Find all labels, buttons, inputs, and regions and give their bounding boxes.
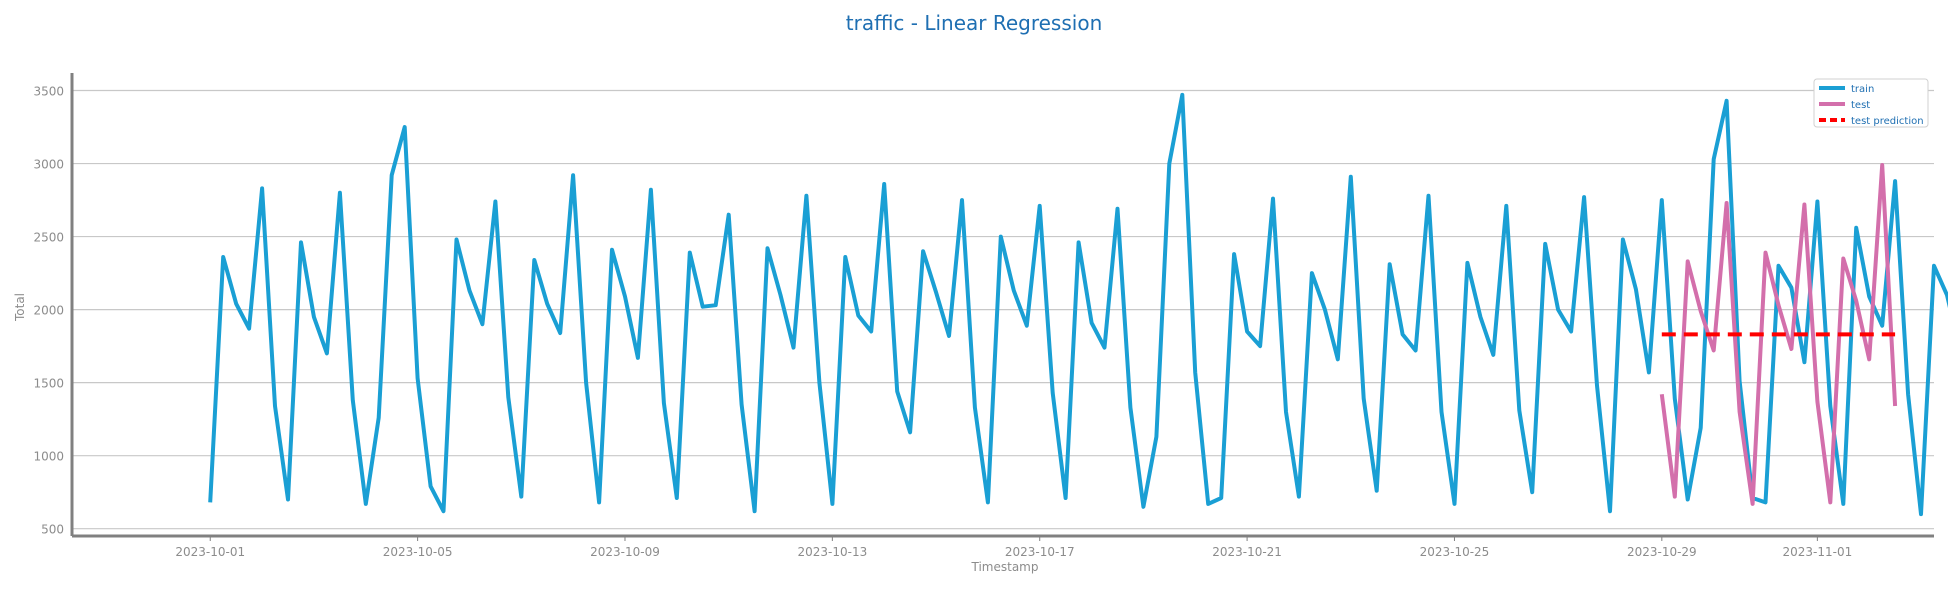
x-tick-label: 2023-10-05	[383, 545, 453, 559]
series-lines	[208, 92, 1948, 517]
y-tick-label: 500	[41, 523, 64, 537]
legend-box	[1813, 78, 1929, 128]
x-tick-label: 2023-10-09	[590, 545, 660, 559]
series-line-test	[1659, 163, 1898, 506]
x-axis-label: Timestamp	[971, 560, 1039, 574]
legend: train test test prediction	[1813, 78, 1929, 128]
x-tick-label: 2023-10-13	[797, 545, 867, 559]
x-tick-label: 2023-10-17	[1005, 545, 1075, 559]
axes	[70, 73, 1934, 538]
x-tick-label: 2023-10-25	[1420, 545, 1490, 559]
x-tick-label: 2023-10-21	[1212, 545, 1282, 559]
x-tick-label: 2023-10-29	[1627, 545, 1697, 559]
x-tick-label: 2023-10-01	[175, 545, 245, 559]
y-tick-label: 1500	[33, 377, 64, 391]
legend-label: train	[1851, 84, 1874, 95]
x-axis-ticks: 2023-10-01 2023-10-05 2023-10-09 2023-10-13…	[175, 536, 1852, 559]
series-line-train	[208, 92, 1948, 517]
y-axis-label: Total	[13, 293, 27, 322]
y-tick-label: 3000	[33, 158, 64, 172]
y-axis-ticks: 500 1000 1500 2000 2500 3000 3500	[33, 85, 64, 537]
y-tick-label: 2500	[33, 231, 64, 245]
y-tick-label: 3500	[33, 85, 64, 99]
legend-label: test prediction	[1851, 116, 1924, 127]
x-tick-label: 2023-11-01	[1782, 545, 1852, 559]
y-tick-label: 1000	[33, 450, 64, 464]
chart-title: traffic - Linear Regression	[846, 11, 1103, 35]
y-tick-label: 2000	[33, 304, 64, 318]
legend-label: test	[1851, 100, 1870, 111]
